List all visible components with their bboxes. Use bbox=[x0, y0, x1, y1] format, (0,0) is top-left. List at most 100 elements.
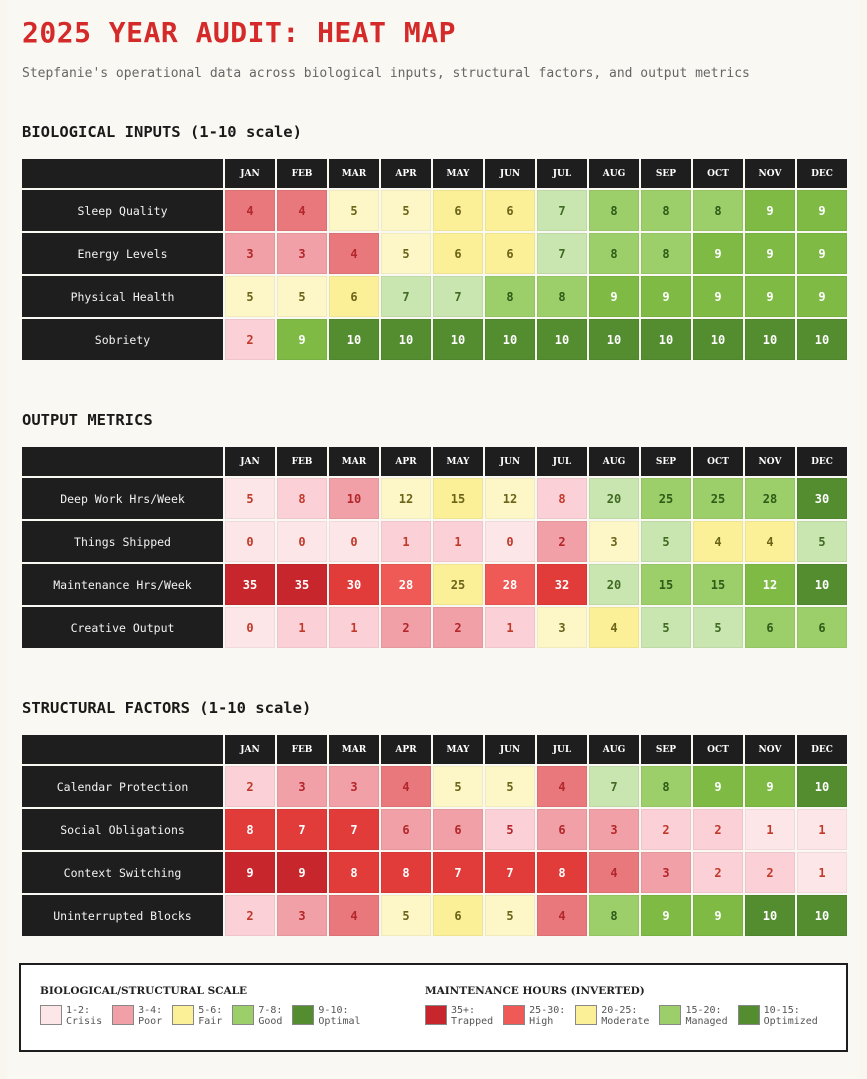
heat-cell-deep-work-hrs-week-jan: 5 bbox=[225, 478, 275, 519]
heat-cell-uninterrupted-blocks-apr: 5 bbox=[381, 895, 431, 936]
heat-cell-creative-output-sep: 5 bbox=[641, 607, 691, 648]
heat-cell-context-switching-dec: 1 bbox=[797, 852, 847, 893]
heat-cell-sleep-quality-jun: 6 bbox=[485, 190, 535, 231]
heat-cell-deep-work-hrs-week-jul: 8 bbox=[537, 478, 587, 519]
heat-cell-context-switching-nov: 2 bbox=[745, 852, 795, 893]
table-row: Context Switching 9 9 8 8 7 7 8 4 3 2 2 1 bbox=[22, 852, 847, 893]
heat-cell-things-shipped-nov: 4 bbox=[745, 521, 795, 562]
heat-cell-social-obligations-may: 6 bbox=[433, 809, 483, 850]
heat-cell-energy-levels-sep: 8 bbox=[641, 233, 691, 274]
heat-cell-uninterrupted-blocks-may: 6 bbox=[433, 895, 483, 936]
legend-label: 10-15: Optimized bbox=[763, 1005, 818, 1027]
legend-item: 35+: Trapped bbox=[425, 1005, 493, 1027]
page: 2025 YEAR AUDIT: HEAT MAP Stepfanie's op… bbox=[7, 0, 860, 1079]
heat-cell-sobriety-apr: 10 bbox=[381, 319, 431, 360]
heat-cell-sobriety-jul: 10 bbox=[537, 319, 587, 360]
row-label-social-obligations: Social Obligations bbox=[22, 809, 223, 850]
heat-cell-sleep-quality-jan: 4 bbox=[225, 190, 275, 231]
heat-cell-calendar-protection-feb: 3 bbox=[277, 766, 327, 807]
heat-cell-calendar-protection-jul: 4 bbox=[537, 766, 587, 807]
heat-cell-things-shipped-may: 1 bbox=[433, 521, 483, 562]
month-header-aug: AUG bbox=[589, 447, 639, 476]
heat-cell-deep-work-hrs-week-mar: 10 bbox=[329, 478, 379, 519]
month-header-apr: APR bbox=[381, 159, 431, 188]
heat-cell-social-obligations-nov: 1 bbox=[745, 809, 795, 850]
heat-cell-energy-levels-aug: 8 bbox=[589, 233, 639, 274]
section-title-structural: STRUCTURAL FACTORS (1-10 scale) bbox=[22, 699, 312, 717]
month-header-jan: JAN bbox=[225, 735, 275, 764]
heat-cell-deep-work-hrs-week-may: 15 bbox=[433, 478, 483, 519]
heat-cell-calendar-protection-aug: 7 bbox=[589, 766, 639, 807]
row-label-energy-levels: Energy Levels bbox=[22, 233, 223, 274]
heat-cell-sobriety-feb: 9 bbox=[277, 319, 327, 360]
heatmap-output: JAN FEB MAR APR MAY JUN JUL AUG SEP OCT NOV DEC Deep… bbox=[20, 445, 849, 650]
heat-cell-deep-work-hrs-week-oct: 25 bbox=[693, 478, 743, 519]
heat-cell-calendar-protection-may: 5 bbox=[433, 766, 483, 807]
table-row: Deep Work Hrs/Week 5 8 10 12 15 12 8 20 25 25 28 30 bbox=[22, 478, 847, 519]
heat-cell-things-shipped-mar: 0 bbox=[329, 521, 379, 562]
legend-swatch bbox=[232, 1005, 255, 1025]
heat-cell-calendar-protection-nov: 9 bbox=[745, 766, 795, 807]
heat-cell-uninterrupted-blocks-mar: 4 bbox=[329, 895, 379, 936]
heat-cell-context-switching-apr: 8 bbox=[381, 852, 431, 893]
heat-cell-creative-output-jan: 0 bbox=[225, 607, 275, 648]
heat-cell-maintenance-hrs-week-jan: 35 bbox=[225, 564, 275, 605]
heat-cell-energy-levels-may: 6 bbox=[433, 233, 483, 274]
heat-cell-creative-output-apr: 2 bbox=[381, 607, 431, 648]
header-corner bbox=[22, 447, 223, 476]
header-corner bbox=[22, 735, 223, 764]
heat-cell-sobriety-sep: 10 bbox=[641, 319, 691, 360]
month-header-sep: SEP bbox=[641, 447, 691, 476]
heat-cell-energy-levels-jun: 6 bbox=[485, 233, 535, 274]
heat-cell-energy-levels-jan: 3 bbox=[225, 233, 275, 274]
heat-cell-social-obligations-feb: 7 bbox=[277, 809, 327, 850]
heat-cell-things-shipped-sep: 5 bbox=[641, 521, 691, 562]
heat-cell-deep-work-hrs-week-jun: 12 bbox=[485, 478, 535, 519]
legend-label: 25-30: High bbox=[529, 1005, 566, 1027]
table-row: Energy Levels 3 3 4 5 6 6 7 8 8 9 9 9 bbox=[22, 233, 847, 274]
heat-cell-physical-health-aug: 9 bbox=[589, 276, 639, 317]
section-title-biological: BIOLOGICAL INPUTS (1-10 scale) bbox=[22, 123, 302, 141]
heat-cell-sobriety-jan: 2 bbox=[225, 319, 275, 360]
legend-label: 20-25: Moderate bbox=[601, 1005, 650, 1027]
heat-cell-maintenance-hrs-week-mar: 30 bbox=[329, 564, 379, 605]
heat-cell-energy-levels-oct: 9 bbox=[693, 233, 743, 274]
heat-cell-sleep-quality-nov: 9 bbox=[745, 190, 795, 231]
legend-label: 15-20: Managed bbox=[685, 1005, 728, 1027]
heat-cell-maintenance-hrs-week-sep: 15 bbox=[641, 564, 691, 605]
legend-swatch bbox=[575, 1005, 598, 1025]
heat-cell-sobriety-jun: 10 bbox=[485, 319, 535, 360]
legend-item: 9-10: Optimal bbox=[292, 1005, 361, 1027]
heat-cell-deep-work-hrs-week-aug: 20 bbox=[589, 478, 639, 519]
heat-cell-things-shipped-apr: 1 bbox=[381, 521, 431, 562]
heat-cell-uninterrupted-blocks-feb: 3 bbox=[277, 895, 327, 936]
month-header-dec: DEC bbox=[797, 735, 847, 764]
heatmap-structural: JAN FEB MAR APR MAY JUN JUL AUG SEP OCT NOV DEC Cale… bbox=[20, 733, 849, 938]
heat-cell-uninterrupted-blocks-jan: 2 bbox=[225, 895, 275, 936]
legend-swatch bbox=[659, 1005, 682, 1025]
heat-cell-creative-output-jul: 3 bbox=[537, 607, 587, 648]
heat-cell-context-switching-jul: 8 bbox=[537, 852, 587, 893]
page-subtitle: Stepfanie's operational data across biol… bbox=[22, 66, 750, 81]
heat-cell-energy-levels-nov: 9 bbox=[745, 233, 795, 274]
month-header-nov: NOV bbox=[745, 447, 795, 476]
legend-label: 5-6: Fair bbox=[198, 1005, 223, 1027]
heat-cell-sobriety-may: 10 bbox=[433, 319, 483, 360]
heat-cell-sleep-quality-oct: 8 bbox=[693, 190, 743, 231]
row-label-sobriety: Sobriety bbox=[22, 319, 223, 360]
heat-cell-context-switching-mar: 8 bbox=[329, 852, 379, 893]
table-row: Maintenance Hrs/Week 35 35 30 28 25 28 32 20 15 15… bbox=[22, 564, 847, 605]
legend-title: BIOLOGICAL/STRUCTURAL SCALE bbox=[40, 985, 248, 997]
legend-swatch bbox=[503, 1005, 526, 1025]
heat-cell-calendar-protection-sep: 8 bbox=[641, 766, 691, 807]
month-header-jun: JUN bbox=[485, 735, 535, 764]
heat-cell-maintenance-hrs-week-oct: 15 bbox=[693, 564, 743, 605]
heat-cell-calendar-protection-apr: 4 bbox=[381, 766, 431, 807]
heat-cell-calendar-protection-mar: 3 bbox=[329, 766, 379, 807]
heat-cell-sleep-quality-apr: 5 bbox=[381, 190, 431, 231]
heat-cell-creative-output-jun: 1 bbox=[485, 607, 535, 648]
legend-swatch bbox=[737, 1005, 760, 1025]
header-row: JAN FEB MAR APR MAY JUN JUL AUG SEP OCT NOV DEC bbox=[22, 735, 847, 764]
month-header-mar: MAR bbox=[329, 159, 379, 188]
month-header-oct: OCT bbox=[693, 735, 743, 764]
